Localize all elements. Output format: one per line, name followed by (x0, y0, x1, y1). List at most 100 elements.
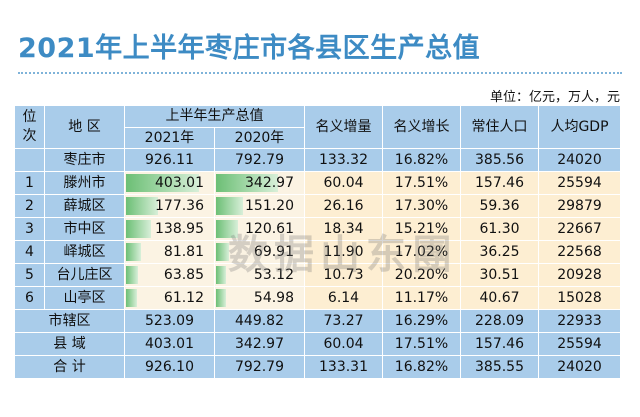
population-cell: 157.46 (460, 171, 539, 195)
increase-cell: 10.73 (304, 263, 383, 287)
increase-cell: 133.31 (304, 355, 383, 379)
increase-cell: 60.04 (304, 171, 383, 195)
y2020-cell: 53.12 (214, 263, 305, 287)
y2020-cell: 151.20 (214, 194, 305, 218)
y2021-bar (126, 174, 199, 192)
population-cell: 385.55 (460, 355, 539, 379)
y2020-value: 54.98 (253, 290, 294, 306)
header-2021: 2021年 (124, 127, 215, 149)
y2020-value: 120.61 (245, 221, 294, 237)
per_capita-cell: 25594 (538, 171, 621, 195)
growth-cell: 17.51% (382, 171, 461, 195)
y2020-value: 151.20 (245, 198, 294, 214)
y2020-value: 342.97 (245, 175, 294, 191)
header-gdp-group: 上半年生产总值 (124, 105, 305, 128)
header-increase: 名义增量 (304, 105, 383, 149)
summary-row: 市辖区 523.09 449.82 73.27 16.29% 228.09 22933 (14, 309, 621, 333)
y2021-cell: 177.36 (124, 194, 215, 218)
growth-cell: 16.82% (382, 148, 461, 172)
per_capita-cell: 22933 (538, 309, 621, 333)
population-cell: 59.36 (460, 194, 539, 218)
table-row-city: 枣庄市 926.11 792.79 133.32 16.82% 385.56 24020 (14, 148, 621, 172)
y2021-cell: 926.10 (124, 355, 215, 379)
increase-cell: 26.16 (304, 194, 383, 218)
y2021-cell: 403.01 (124, 332, 215, 356)
header-2020: 2020年 (214, 127, 305, 149)
y2021-bar (126, 266, 138, 284)
per_capita-cell: 22568 (538, 240, 621, 264)
rank-cell: 1 (14, 171, 45, 195)
summary-row: 合 计 926.10 792.79 133.31 16.82% 385.55 24020 (14, 355, 621, 379)
title-divider (18, 72, 622, 76)
population-cell: 228.09 (460, 309, 539, 333)
summary-row: 县 域 403.01 342.97 60.04 17.51% 157.46 25594 (14, 332, 621, 356)
region-cell: 市辖区 (14, 309, 125, 333)
y2021-cell: 138.95 (124, 217, 215, 241)
region-cell: 合 计 (14, 355, 125, 379)
increase-cell: 11.90 (304, 240, 383, 264)
y2020-bar (216, 266, 226, 284)
rank-cell: 5 (14, 263, 45, 287)
region-cell: 市中区 (44, 217, 125, 241)
region-cell: 台儿庄区 (44, 263, 125, 287)
growth-cell: 17.51% (382, 332, 461, 356)
increase-cell: 6.14 (304, 286, 383, 310)
y2020-cell: 792.79 (214, 355, 305, 379)
population-cell: 61.30 (460, 217, 539, 241)
y2021-value: 61.12 (163, 290, 204, 306)
y2020-bar (216, 289, 226, 307)
growth-cell: 20.20% (382, 263, 461, 287)
per_capita-cell: 22667 (538, 217, 621, 241)
table-row: 4 峄城区 81.81 69.91 11.90 17.02% 36.25 22568 (14, 240, 621, 264)
region-cell: 滕州市 (44, 171, 125, 195)
population-cell: 40.67 (460, 286, 539, 310)
per_capita-cell: 25594 (538, 332, 621, 356)
y2020-cell: 342.97 (214, 332, 305, 356)
growth-cell: 11.17% (382, 286, 461, 310)
table-row: 3 市中区 138.95 120.61 18.34 15.21% 61.30 22667 (14, 217, 621, 241)
y2020-cell: 792.79 (214, 148, 305, 172)
table-row: 2 薛城区 177.36 151.20 26.16 17.30% 59.36 29879 (14, 194, 621, 218)
region-cell: 枣庄市 (44, 148, 125, 172)
page-title: 2021年上半年枣庄市各县区生产总值 (18, 33, 481, 64)
region-cell: 薛城区 (44, 194, 125, 218)
y2020-bar (216, 220, 238, 238)
y2021-cell: 81.81 (124, 240, 215, 264)
per_capita-cell: 29879 (538, 194, 621, 218)
per_capita-cell: 15028 (538, 286, 621, 310)
per_capita-cell: 24020 (538, 355, 621, 379)
y2020-cell: 120.61 (214, 217, 305, 241)
y2020-cell: 449.82 (214, 309, 305, 333)
rank-cell (14, 148, 45, 172)
y2021-value: 63.85 (163, 267, 204, 283)
y2020-cell: 342.97 (214, 171, 305, 195)
rank-cell: 4 (14, 240, 45, 264)
population-cell: 157.46 (460, 332, 539, 356)
y2020-bar (216, 197, 243, 215)
population-cell: 36.25 (460, 240, 539, 264)
unit-note: 单位：亿元，万人，元 (489, 90, 620, 105)
increase-cell: 133.32 (304, 148, 383, 172)
region-cell: 县 域 (14, 332, 125, 356)
growth-cell: 15.21% (382, 217, 461, 241)
y2021-value: 81.81 (163, 244, 204, 260)
header-rank: 位次 (14, 105, 45, 149)
rank-cell: 3 (14, 217, 45, 241)
rank-cell: 2 (14, 194, 45, 218)
per_capita-cell: 24020 (538, 148, 621, 172)
y2021-cell: 61.12 (124, 286, 215, 310)
y2021-cell: 63.85 (124, 263, 215, 287)
table-row: 5 台儿庄区 63.85 53.12 10.73 20.20% 30.51 20928 (14, 263, 621, 287)
region-cell: 峄城区 (44, 240, 125, 264)
y2021-value: 403.01 (155, 175, 204, 191)
region-cell: 山亭区 (44, 286, 125, 310)
y2020-cell: 54.98 (214, 286, 305, 310)
y2021-value: 138.95 (155, 221, 204, 237)
population-cell: 385.56 (460, 148, 539, 172)
y2021-bar (126, 243, 141, 261)
header-growth: 名义增长 (382, 105, 461, 149)
increase-cell: 60.04 (304, 332, 383, 356)
y2021-cell: 403.01 (124, 171, 215, 195)
header-population: 常住人口 (460, 105, 539, 149)
y2020-value: 53.12 (253, 267, 294, 283)
